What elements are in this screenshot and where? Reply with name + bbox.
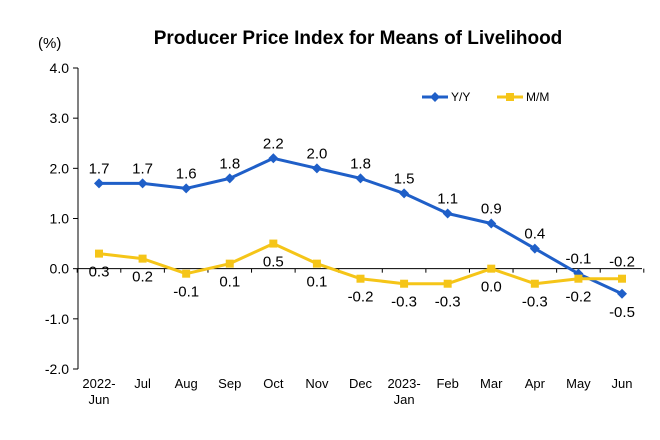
data-label-yy: 1.7 xyxy=(89,160,110,177)
data-label-mm: 0.1 xyxy=(219,274,240,291)
data-point-yy xyxy=(268,153,279,164)
data-point-mm xyxy=(356,274,365,283)
legend-item-yy: Y/Y xyxy=(422,90,470,104)
data-label-mm: -0.2 xyxy=(565,289,591,306)
y-tick-label: -1.0 xyxy=(45,311,69,327)
y-tick-label: -2.0 xyxy=(45,361,69,377)
data-label-yy: 2.0 xyxy=(306,145,327,162)
data-point-yy xyxy=(355,173,366,184)
legend-swatch-marker xyxy=(506,93,514,101)
data-label-yy: 0.4 xyxy=(524,226,545,243)
x-tick-label: Dec xyxy=(349,376,373,391)
data-label-yy: 1.6 xyxy=(176,165,197,182)
x-tick-label: May xyxy=(566,376,591,391)
legend-swatch-marker xyxy=(430,92,440,102)
data-label-mm: -0.2 xyxy=(609,254,635,271)
data-label-yy: 0.9 xyxy=(481,201,502,218)
y-tick-label: 0.0 xyxy=(50,261,70,277)
data-point-mm xyxy=(182,269,191,278)
y-tick-label: 4.0 xyxy=(50,60,70,76)
y-axis-ticks: 4.0 3.0 2.0 1.0 0.0 -1.0 -2.0 xyxy=(45,60,78,377)
data-point-yy xyxy=(399,188,410,199)
data-point-yy xyxy=(617,288,627,299)
data-label-mm: -0.2 xyxy=(348,289,374,306)
series-group: 1.7 1.7 1.6 1.8 2.2 2.0 1.8 1.5 1.1 0.9 0.4 -0.1 -0.… xyxy=(89,135,635,320)
data-label-yy: 1.5 xyxy=(394,170,415,187)
data-point-yy xyxy=(486,218,497,229)
data-point-mm xyxy=(312,259,321,268)
y-tick-label: 1.0 xyxy=(50,211,70,227)
data-label-yy: 1.8 xyxy=(219,155,240,172)
x-tick-label: Nov xyxy=(305,376,329,391)
data-label-yy: 2.2 xyxy=(263,135,284,152)
legend: Y/Y M/M xyxy=(422,90,549,104)
data-label-yy: 1.1 xyxy=(437,190,458,207)
chart-title: Producer Price Index for Means of Liveli… xyxy=(154,28,563,49)
x-tick-label: Oct xyxy=(263,376,284,391)
data-label-mm: -0.3 xyxy=(435,294,461,311)
data-point-mm xyxy=(95,249,103,258)
axes xyxy=(77,68,642,369)
x-tick-label: 2023-Jan xyxy=(387,376,420,407)
data-label-yy: -0.1 xyxy=(565,251,591,268)
data-label-mm: 0.0 xyxy=(481,279,502,296)
x-tick-label: 2022-Jun xyxy=(82,376,115,407)
y-tick-label: 3.0 xyxy=(50,110,70,126)
data-point-mm xyxy=(530,279,539,288)
series-mm: 0.3 0.2 -0.1 0.1 0.5 0.1 -0.2 -0.3 -0.3 0.0 -0.3 -0… xyxy=(89,239,635,311)
data-point-mm xyxy=(400,279,409,288)
data-label-mm: 0.3 xyxy=(89,264,110,281)
x-axis-ticks: 2022-Jun Jul Aug Sep Oct Nov Dec 2023-Jan Feb Mar… xyxy=(76,268,645,407)
x-tick-label: Mar xyxy=(480,376,503,391)
y-tick-label: 2.0 xyxy=(50,160,70,176)
x-tick-label: Sep xyxy=(218,376,241,391)
data-point-mm xyxy=(225,259,234,268)
x-tick-label: Apr xyxy=(525,376,546,391)
data-point-yy xyxy=(137,178,148,189)
series-yy: 1.7 1.7 1.6 1.8 2.2 2.0 1.8 1.5 1.1 0.9 0.4 -0.1 -0.… xyxy=(89,135,635,320)
data-point-mm xyxy=(574,274,583,283)
data-point-mm xyxy=(618,274,626,283)
data-label-mm: -0.3 xyxy=(391,294,417,311)
data-point-mm xyxy=(487,264,496,273)
data-point-yy xyxy=(224,173,235,184)
x-tick-label: Jul xyxy=(134,376,151,391)
data-point-yy xyxy=(529,243,540,254)
data-point-yy xyxy=(311,163,322,174)
legend-item-mm: M/M xyxy=(497,90,549,104)
data-label-yy: -0.5 xyxy=(609,304,635,321)
data-point-yy xyxy=(181,183,192,194)
legend-label: M/M xyxy=(526,90,549,104)
x-tick-label: Aug xyxy=(175,376,198,391)
data-point-mm xyxy=(138,254,147,263)
data-point-yy xyxy=(442,208,453,219)
legend-label: Y/Y xyxy=(451,90,470,104)
data-point-mm xyxy=(269,239,278,248)
data-label-yy: 1.7 xyxy=(132,160,153,177)
data-label-mm: -0.1 xyxy=(173,284,199,301)
x-tick-label: Feb xyxy=(436,376,458,391)
y-axis-unit: (%) xyxy=(38,35,61,52)
data-point-mm xyxy=(443,279,452,288)
x-tick-label: Jun xyxy=(612,376,633,391)
data-label-mm: 0.2 xyxy=(132,269,153,286)
data-label-mm: -0.3 xyxy=(522,294,548,311)
data-label-mm: 0.5 xyxy=(263,254,284,271)
data-label-mm: 0.1 xyxy=(306,274,327,291)
data-point-yy xyxy=(94,178,104,189)
data-label-yy: 1.8 xyxy=(350,155,371,172)
